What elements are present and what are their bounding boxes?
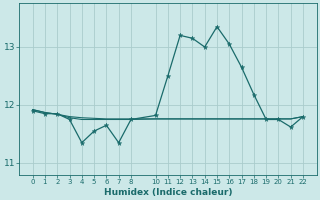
X-axis label: Humidex (Indice chaleur): Humidex (Indice chaleur): [104, 188, 232, 197]
